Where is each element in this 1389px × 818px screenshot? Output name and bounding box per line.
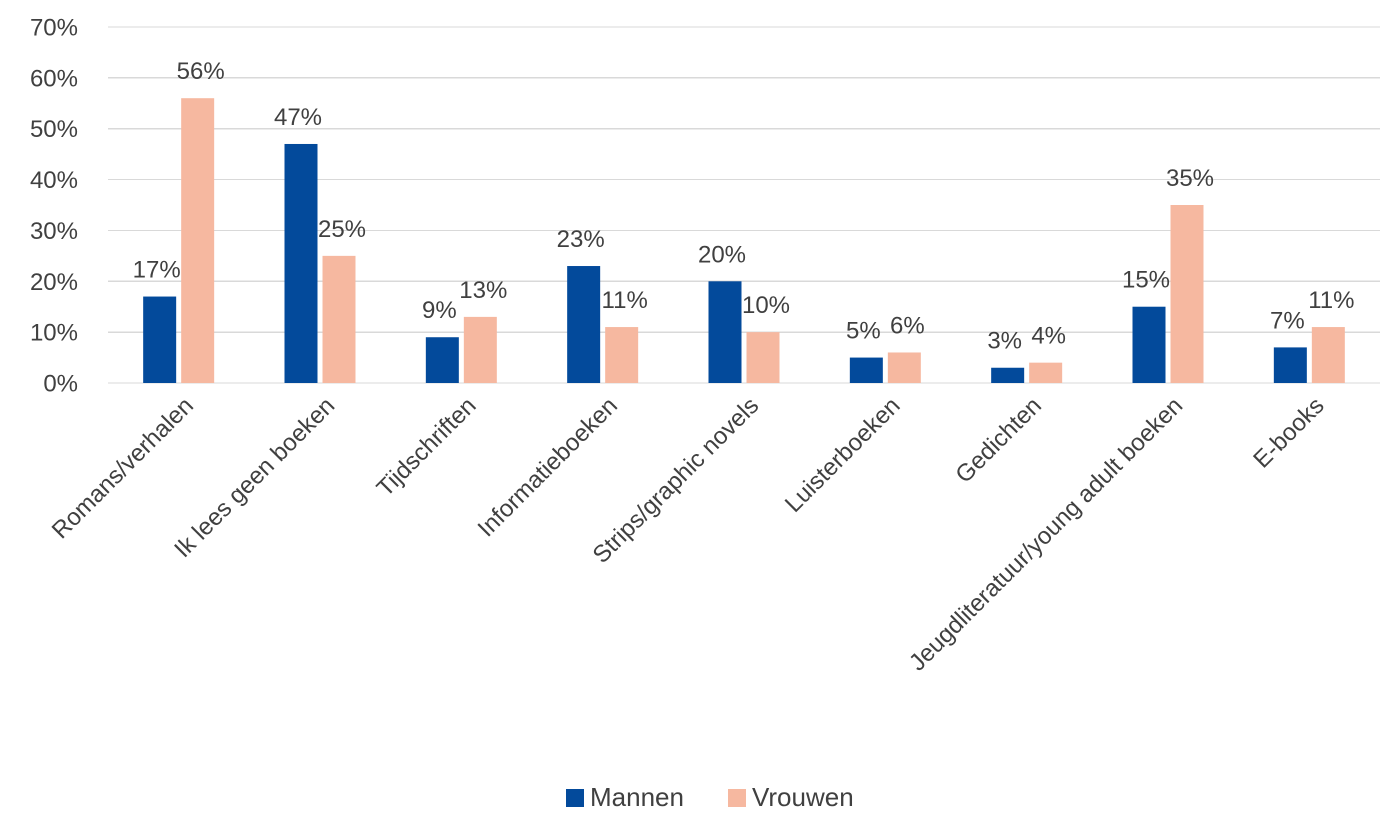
data-label: 11%: [602, 287, 648, 314]
y-axis-ticks: 0% 10% 20% 30% 40% 50% 60% 70%: [30, 15, 78, 398]
data-label: 56%: [177, 58, 225, 85]
data-label: 6%: [890, 312, 925, 339]
data-labels: 17% 56% 47% 25% 9%13% 23% 11% 20% 10% 5% 6% 3% 4% 15%…: [133, 58, 1355, 355]
y-tick-label: 10%: [30, 320, 78, 347]
bar-vrouwen: [1029, 362, 1063, 383]
bar-vrouwen: [887, 352, 921, 383]
x-tick-label: Luisterboeken: [780, 392, 906, 518]
data-label: 3%: [987, 328, 1022, 355]
bar-vrouwen: [746, 332, 780, 383]
bar-vrouwen: [322, 255, 356, 383]
x-tick-label: Ik lees geen boeken: [169, 392, 340, 563]
data-label: 7%: [1270, 307, 1305, 334]
bar-mannen: [567, 266, 601, 383]
x-tick-label: Jeugdliteratuur/young adult boeken: [904, 392, 1188, 676]
bar-mannen: [425, 337, 459, 383]
bar-mannen: [708, 281, 742, 383]
legend-swatch-vrouwen: [728, 789, 746, 807]
data-label: 25%: [318, 216, 366, 243]
data-label: 23%: [557, 226, 605, 253]
data-label: 47%: [274, 104, 322, 131]
y-tick-label: 50%: [30, 116, 78, 143]
x-tick-label: Romans/verhalen: [47, 392, 199, 544]
y-tick-label: 40%: [30, 167, 78, 194]
data-label: 35%: [1166, 165, 1214, 192]
data-label: 13%: [459, 277, 507, 304]
bar-vrouwen: [181, 98, 215, 383]
bar-mannen: [284, 143, 318, 383]
y-tick-label: 0%: [43, 371, 78, 398]
legend-label-vrouwen: Vrouwen: [752, 782, 854, 812]
data-label: 20%: [698, 241, 746, 268]
y-tick-label: 30%: [30, 218, 78, 245]
x-tick-label: Tijdschriften: [372, 392, 482, 502]
bar-vrouwen: [1170, 205, 1204, 383]
legend-label-mannen: Mannen: [590, 782, 684, 812]
bar-mannen: [849, 357, 883, 383]
data-label: 15%: [1122, 267, 1170, 294]
y-tick-label: 20%: [30, 269, 78, 296]
bar-mannen: [1273, 347, 1307, 383]
bar-vrouwen: [463, 316, 497, 383]
x-tick-label: Gedichten: [950, 392, 1046, 488]
data-label: 11%: [1308, 287, 1354, 314]
y-tick-label: 70%: [30, 15, 78, 42]
bar-mannen: [143, 296, 177, 383]
bars: [143, 98, 1345, 383]
legend-swatch-mannen: [566, 789, 584, 807]
data-label: 5%: [846, 318, 881, 345]
bar-vrouwen: [1311, 327, 1345, 383]
data-label: 9%: [422, 297, 457, 324]
x-tick-label: E-books: [1248, 392, 1329, 473]
bar-mannen: [991, 367, 1025, 383]
gridlines: [108, 26, 1380, 384]
data-label: 10%: [742, 292, 790, 319]
legend: Mannen Vrouwen: [566, 782, 854, 812]
y-tick-label: 60%: [30, 65, 78, 92]
x-tick-label: Informatieboeken: [473, 392, 623, 542]
data-label: 17%: [133, 257, 181, 284]
bar-vrouwen: [605, 327, 639, 383]
bar-mannen: [1132, 306, 1166, 383]
data-label: 4%: [1031, 323, 1066, 350]
